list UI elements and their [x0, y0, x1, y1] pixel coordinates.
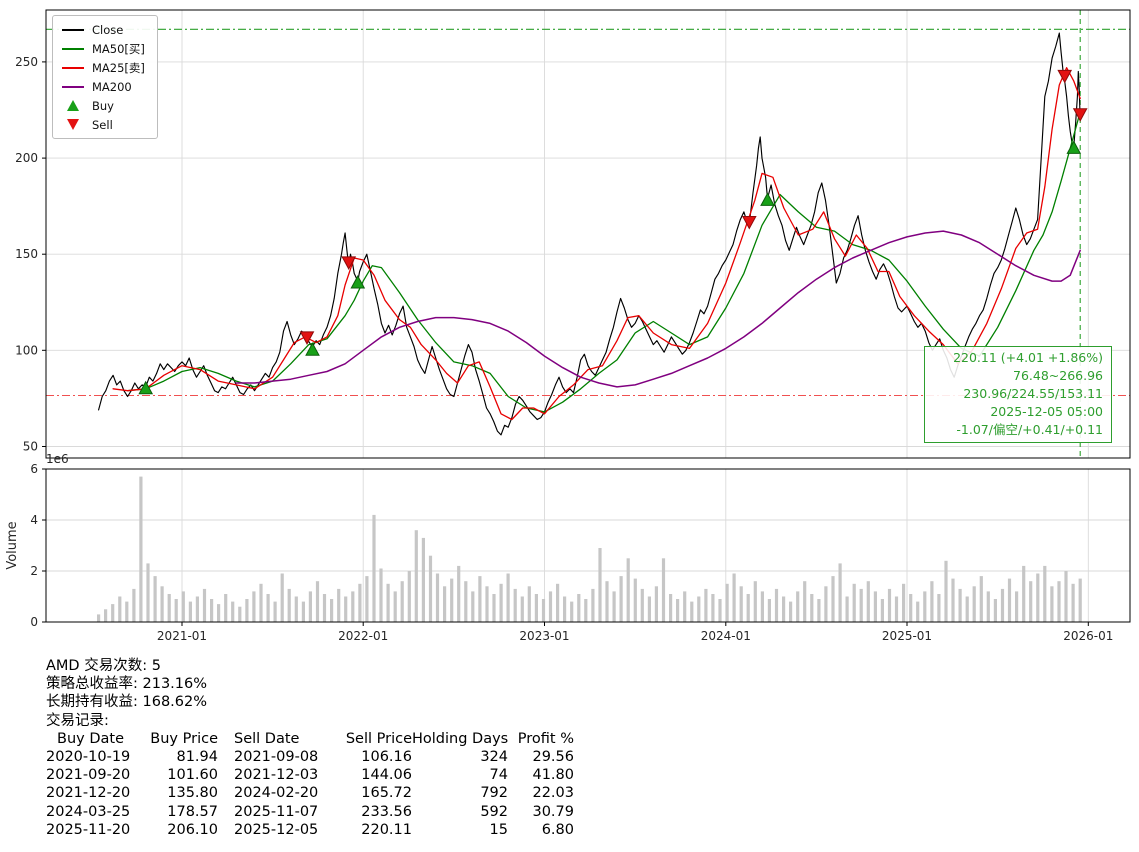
trade-row-2-cell-3: 165.72	[361, 785, 412, 802]
trades-header-3: Sell Price	[345, 730, 412, 747]
legend-item-ma25: MA25[卖]	[62, 60, 145, 75]
strategy-summary: AMD 交易次数: 5 策略总收益率: 213.16% 长期持有收益: 168.…	[46, 657, 574, 839]
trade-row-3-cell-1: 178.57	[167, 803, 218, 820]
legend-item-ma50: MA50[买]	[62, 41, 145, 56]
annotation-range-line: 76.48~266.96	[1013, 368, 1103, 383]
trade-row-1-cell-1: 101.60	[167, 767, 218, 784]
trade-row-3-cell-0: 2024-03-25	[46, 803, 131, 820]
trade-row-0-cell-5: 29.56	[532, 749, 574, 765]
svg-text:250: 250	[15, 55, 38, 69]
trade-records-table: Buy Date Buy Price Sell Date Sell Price Hold…	[46, 730, 574, 839]
svg-text:2023-01: 2023-01	[519, 629, 569, 643]
svg-text:6: 6	[30, 462, 38, 476]
legend-label: MA200	[92, 79, 132, 94]
svg-text:2: 2	[30, 564, 38, 578]
volume-axis-label: Volume	[5, 521, 20, 569]
svg-text:100: 100	[15, 343, 38, 357]
trades-count-line: AMD 交易次数: 5	[46, 658, 161, 674]
trade-row-4-cell-4: 15	[489, 821, 508, 838]
annotation-ma-line: 230.96/224.55/153.11	[963, 386, 1103, 401]
trade-row-2-cell-0: 2021-12-20	[46, 785, 131, 802]
trade-row-4-cell-5: 6.80	[541, 821, 574, 838]
axis-tick-labels: 2021-01 2022-01 2023-01 2024-01 2025-01 2026-…	[5, 55, 1113, 643]
trades-header-0: Buy Date	[57, 730, 124, 747]
quote-annotation-box: 220.11 (+4.01 +1.86%) 76.48~266.96 230.9…	[924, 346, 1112, 443]
trade-row-2-cell-2: 2024-02-20	[234, 785, 319, 802]
grid-lines	[46, 10, 1130, 623]
trade-row-0-cell-3: 106.16	[361, 749, 412, 765]
price-volume-chart: 2021-01 2022-01 2023-01 2024-01 2025-01 2026-…	[5, 9, 1131, 643]
svg-text:50: 50	[23, 440, 38, 454]
buy-triangle-icon	[67, 100, 79, 111]
svg-text:2024-01: 2024-01	[701, 629, 751, 643]
trades-header-4: Holding Days	[412, 730, 509, 747]
annotation-datetime-line: 2025-12-05 05:00	[990, 404, 1103, 419]
trade-row-4-cell-3: 220.11	[361, 821, 412, 838]
trade-row-1-cell-5: 41.80	[532, 767, 574, 784]
legend-label: Close	[92, 22, 124, 37]
trades-header-1: Buy Price	[150, 730, 218, 747]
legend-item-close: Close	[62, 22, 145, 37]
sell-markers	[299, 69, 1088, 345]
svg-text:150: 150	[15, 247, 38, 261]
buy-hold-return-line: 长期持有收益: 168.62%	[46, 694, 208, 711]
trades-header-5: Profit %	[517, 730, 574, 747]
legend-item-sell: Sell	[62, 117, 145, 132]
sell-triangle-icon	[67, 119, 79, 130]
svg-text:2025-01: 2025-01	[882, 629, 932, 643]
legend-line-swatch	[62, 28, 84, 31]
trade-row-4-cell-0: 2025-11-20	[46, 821, 131, 838]
trade-row-1-cell-2: 2021-12-03	[234, 767, 319, 784]
legend-line-swatch	[62, 47, 84, 50]
trade-row-3-cell-4: 592	[480, 803, 508, 820]
svg-text:200: 200	[15, 151, 38, 165]
trade-row-4-cell-1: 206.10	[167, 821, 218, 838]
trade-row-0-cell-2: 2021-09-08	[234, 749, 319, 765]
trade-row-0-cell-1: 81.94	[176, 749, 218, 765]
annotation-signal-line: -1.07/偏空/+0.41/+0.11	[956, 422, 1103, 437]
trade-row-2-cell-4: 792	[480, 785, 508, 802]
axes-frames	[45, 9, 1131, 623]
legend-line-swatch	[62, 85, 84, 88]
trade-row-3-cell-3: 233.56	[361, 803, 412, 820]
trade-row-2-cell-5: 22.03	[532, 785, 574, 802]
svg-text:2026-01: 2026-01	[1063, 629, 1113, 643]
legend-label: MA25[卖]	[92, 60, 145, 75]
trade-row-1-cell-0: 2021-09-20	[46, 767, 131, 784]
trade-row-2-cell-1: 135.80	[167, 785, 218, 802]
svg-text:2021-01: 2021-01	[157, 629, 207, 643]
svg-text:0: 0	[30, 615, 38, 629]
legend-item-ma200: MA200	[62, 79, 145, 94]
legend-line-swatch	[62, 66, 84, 69]
volume-multiplier-label: 1e6	[46, 452, 69, 466]
series-ma-1	[126, 111, 1081, 413]
chart-legend: Close MA50[买] MA25[卖] MA200 Buy Sell	[52, 15, 158, 139]
trade-row-3-cell-5: 30.79	[532, 803, 574, 820]
trade-row-3-cell-2: 2025-11-07	[234, 803, 319, 820]
legend-label: Buy	[92, 98, 114, 113]
buy-markers	[138, 140, 1082, 395]
legend-item-buy: Buy	[62, 98, 145, 113]
trade-records-label: 交易记录:	[46, 712, 109, 729]
volume-bars	[97, 476, 1082, 623]
legend-label: Sell	[92, 117, 113, 132]
strategy-return-line: 策略总收益率: 213.16%	[46, 676, 208, 693]
trade-row-4-cell-2: 2025-12-05	[234, 821, 319, 838]
trades-header-2: Sell Date	[234, 730, 300, 747]
legend-label: MA50[买]	[92, 41, 145, 56]
trade-row-0-cell-0: 2020-10-19	[46, 749, 131, 765]
annotation-price-line: 220.11 (+4.01 +1.86%)	[953, 350, 1103, 365]
series-ma-3	[235, 230, 1081, 388]
trade-row-1-cell-4: 74	[489, 767, 508, 784]
svg-text:2022-01: 2022-01	[338, 629, 388, 643]
trade-row-1-cell-3: 144.06	[361, 767, 412, 784]
trade-row-0-cell-4: 324	[480, 749, 508, 765]
svg-text:4: 4	[30, 513, 38, 527]
